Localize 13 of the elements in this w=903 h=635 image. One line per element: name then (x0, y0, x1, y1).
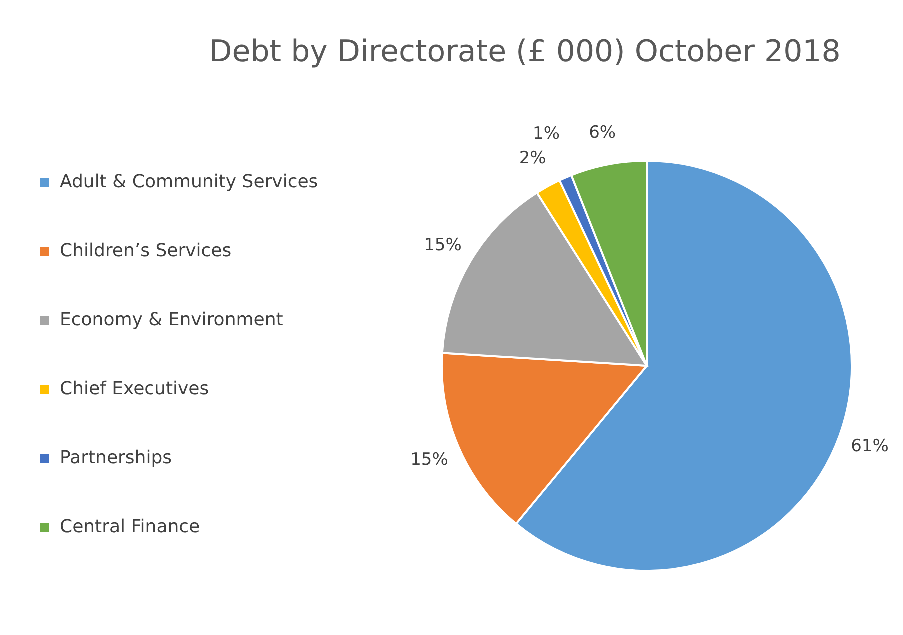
legend-label: Adult & Community Services (60, 172, 318, 192)
legend-label: Chief Executives (60, 378, 210, 400)
legend-label: Economy & Environment (60, 310, 284, 330)
chart-title: Debt by Directorate (£ 000) October 2018 (209, 34, 841, 70)
data-label: 1% (533, 124, 560, 144)
legend-label: Children’s Services (60, 240, 232, 262)
legend-label: Partnerships (60, 448, 172, 468)
data-label: 15% (410, 450, 448, 470)
legend-label: Central Finance (60, 516, 200, 538)
data-label: 2% (519, 148, 546, 168)
data-label: 61% (851, 436, 889, 456)
data-label: 15% (424, 235, 462, 256)
data-label: 6% (589, 123, 616, 144)
